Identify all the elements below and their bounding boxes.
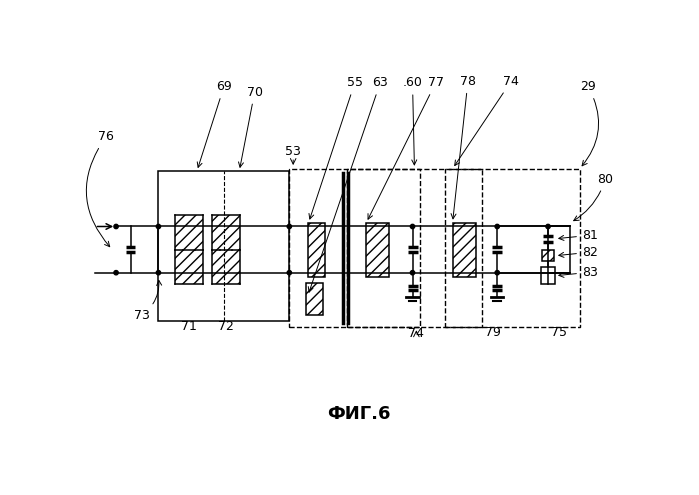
Circle shape [287,271,291,275]
Text: 82: 82 [559,246,598,259]
Bar [542,250,554,261]
Text: 74: 74 [455,75,519,165]
Text: 80: 80 [574,173,613,221]
Circle shape [157,271,161,275]
Bar [212,249,240,284]
Bar [175,215,203,249]
Text: 72: 72 [218,320,234,334]
Bar [452,223,475,277]
Text: 55: 55 [309,76,363,219]
Text: 79: 79 [485,326,501,339]
Bar [289,169,420,327]
Circle shape [410,271,415,275]
Text: 70: 70 [238,86,263,167]
Text: 73: 73 [134,280,161,322]
Bar [347,169,482,327]
Bar [445,169,579,327]
Circle shape [410,224,415,229]
Text: 29: 29 [580,80,598,166]
Bar [366,223,389,277]
Text: ФИГ.6: ФИГ.6 [327,404,390,423]
Circle shape [114,224,118,229]
Circle shape [495,224,499,229]
Text: 63: 63 [308,76,388,292]
Circle shape [114,271,118,275]
Text: 77: 77 [368,76,444,219]
PathPatch shape [175,215,203,284]
Text: 75: 75 [551,326,566,339]
Circle shape [157,224,161,229]
Text: .60: .60 [403,76,422,165]
Bar [541,267,555,284]
Text: 81: 81 [559,229,598,242]
Text: 53: 53 [285,145,301,158]
Text: 83: 83 [559,266,598,279]
Bar [308,223,325,277]
Circle shape [287,224,291,229]
Bar [306,283,323,315]
Bar [212,215,240,249]
Circle shape [546,224,550,229]
Circle shape [546,271,550,275]
Text: 76: 76 [87,130,114,247]
Text: 69: 69 [197,80,232,167]
Circle shape [495,271,499,275]
PathPatch shape [212,215,240,284]
Bar [175,249,203,284]
Text: 71: 71 [181,320,197,334]
Text: 78: 78 [451,75,476,219]
Bar [159,171,289,321]
Text: 74: 74 [408,327,424,341]
